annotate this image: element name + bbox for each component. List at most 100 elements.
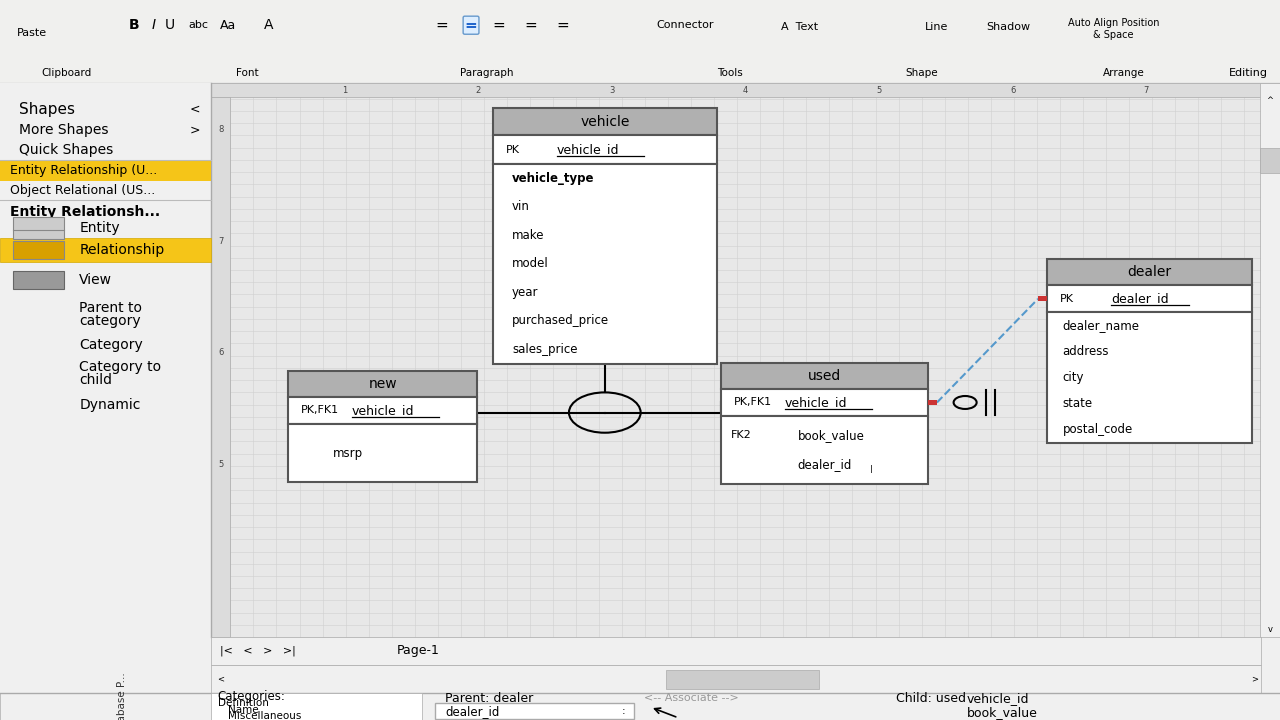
- Text: Definition: Definition: [218, 698, 269, 708]
- Text: 3: 3: [609, 86, 614, 95]
- Text: vin: vin: [512, 200, 530, 213]
- Text: >: >: [1251, 675, 1258, 683]
- Text: dealer_id: dealer_id: [445, 705, 499, 718]
- Text: Shadow: Shadow: [987, 22, 1030, 32]
- Text: <: <: [216, 675, 224, 683]
- FancyBboxPatch shape: [435, 703, 634, 719]
- FancyBboxPatch shape: [288, 397, 477, 424]
- FancyBboxPatch shape: [288, 371, 477, 397]
- Text: purchased_price: purchased_price: [512, 315, 609, 328]
- FancyBboxPatch shape: [721, 389, 928, 416]
- FancyBboxPatch shape: [211, 83, 1280, 97]
- Text: Page-1: Page-1: [397, 644, 439, 657]
- FancyBboxPatch shape: [493, 135, 717, 164]
- Text: Connector: Connector: [657, 20, 713, 30]
- Text: vehicle_id: vehicle_id: [352, 404, 415, 417]
- FancyBboxPatch shape: [928, 400, 937, 405]
- Text: :: :: [622, 706, 625, 716]
- Text: A  Text: A Text: [781, 22, 819, 32]
- Text: Shape: Shape: [905, 68, 938, 78]
- FancyBboxPatch shape: [1047, 259, 1252, 285]
- Text: <: <: [189, 103, 200, 116]
- Text: FK2: FK2: [731, 430, 751, 440]
- FancyBboxPatch shape: [1260, 148, 1280, 173]
- Text: =: =: [493, 18, 506, 32]
- FancyBboxPatch shape: [211, 693, 422, 720]
- Text: dealer_name: dealer_name: [1062, 319, 1139, 332]
- Text: year: year: [512, 286, 539, 299]
- Text: Object Relational (US...: Object Relational (US...: [10, 184, 155, 197]
- Text: vehicle_type: vehicle_type: [512, 172, 594, 185]
- FancyBboxPatch shape: [0, 238, 211, 262]
- Text: A: A: [264, 18, 274, 32]
- Text: Entity Relationsh...: Entity Relationsh...: [10, 204, 160, 219]
- FancyBboxPatch shape: [1047, 312, 1252, 443]
- Text: dealer: dealer: [1128, 265, 1171, 279]
- Text: sales_price: sales_price: [512, 343, 577, 356]
- Text: Database P...: Database P...: [116, 672, 127, 720]
- Text: Parent: dealer: Parent: dealer: [445, 692, 534, 705]
- Text: <-- Associate -->: <-- Associate -->: [644, 693, 739, 703]
- Text: >: >: [189, 123, 200, 136]
- FancyBboxPatch shape: [13, 271, 64, 289]
- Text: Auto Align Position
& Space: Auto Align Position & Space: [1068, 18, 1160, 40]
- Text: 5: 5: [877, 86, 882, 95]
- FancyBboxPatch shape: [0, 83, 211, 637]
- Text: new: new: [369, 377, 397, 391]
- Text: PK: PK: [1060, 294, 1074, 304]
- Text: used: used: [808, 369, 841, 383]
- FancyBboxPatch shape: [0, 160, 211, 181]
- Text: model: model: [512, 257, 549, 271]
- Text: Aa: Aa: [220, 19, 236, 32]
- Text: 6: 6: [1010, 86, 1015, 95]
- Text: postal_code: postal_code: [1062, 423, 1133, 436]
- Text: book_value: book_value: [966, 706, 1037, 719]
- Text: 7: 7: [218, 237, 224, 246]
- Text: 6: 6: [218, 348, 224, 357]
- Text: Quick Shapes: Quick Shapes: [19, 143, 114, 157]
- Text: PK,FK1: PK,FK1: [301, 405, 339, 415]
- Text: Miscellaneous: Miscellaneous: [228, 711, 301, 720]
- FancyBboxPatch shape: [13, 217, 64, 239]
- Text: =: =: [525, 18, 538, 32]
- Text: Dynamic: Dynamic: [79, 397, 141, 412]
- Text: make: make: [512, 229, 544, 242]
- FancyBboxPatch shape: [0, 0, 1280, 83]
- Text: Tools: Tools: [717, 68, 742, 78]
- Text: B: B: [129, 18, 140, 32]
- Text: 4: 4: [742, 86, 749, 95]
- Text: vehicle: vehicle: [580, 114, 630, 129]
- FancyBboxPatch shape: [211, 97, 230, 637]
- Text: book_value: book_value: [797, 428, 864, 441]
- Text: Categories:: Categories:: [218, 690, 285, 703]
- FancyBboxPatch shape: [721, 416, 928, 484]
- Text: ^: ^: [1266, 96, 1274, 105]
- Text: address: address: [1062, 345, 1108, 358]
- Text: vehicle_id: vehicle_id: [966, 692, 1029, 705]
- Text: Name: Name: [228, 705, 259, 715]
- FancyBboxPatch shape: [211, 637, 1261, 665]
- Text: 8: 8: [218, 125, 224, 134]
- FancyBboxPatch shape: [288, 424, 477, 482]
- Text: vehicle_id: vehicle_id: [785, 396, 847, 409]
- Text: city: city: [1062, 371, 1084, 384]
- Text: category: category: [79, 314, 141, 328]
- Text: Shapes: Shapes: [19, 102, 76, 117]
- Text: v: v: [1267, 626, 1272, 634]
- Text: Entity: Entity: [79, 221, 120, 235]
- Text: state: state: [1062, 397, 1093, 410]
- Text: dealer_id: dealer_id: [1111, 292, 1169, 305]
- Text: PK: PK: [506, 145, 520, 155]
- Text: Paste: Paste: [17, 28, 47, 38]
- FancyBboxPatch shape: [13, 241, 64, 259]
- FancyBboxPatch shape: [721, 363, 928, 389]
- Text: I: I: [151, 18, 156, 32]
- Text: PK,FK1: PK,FK1: [733, 397, 772, 408]
- FancyBboxPatch shape: [211, 665, 1261, 693]
- FancyBboxPatch shape: [1047, 285, 1252, 312]
- FancyBboxPatch shape: [493, 108, 717, 135]
- Text: =: =: [435, 18, 448, 32]
- Text: U: U: [165, 18, 175, 32]
- Text: Relationship: Relationship: [79, 243, 165, 257]
- Text: 1: 1: [342, 86, 347, 95]
